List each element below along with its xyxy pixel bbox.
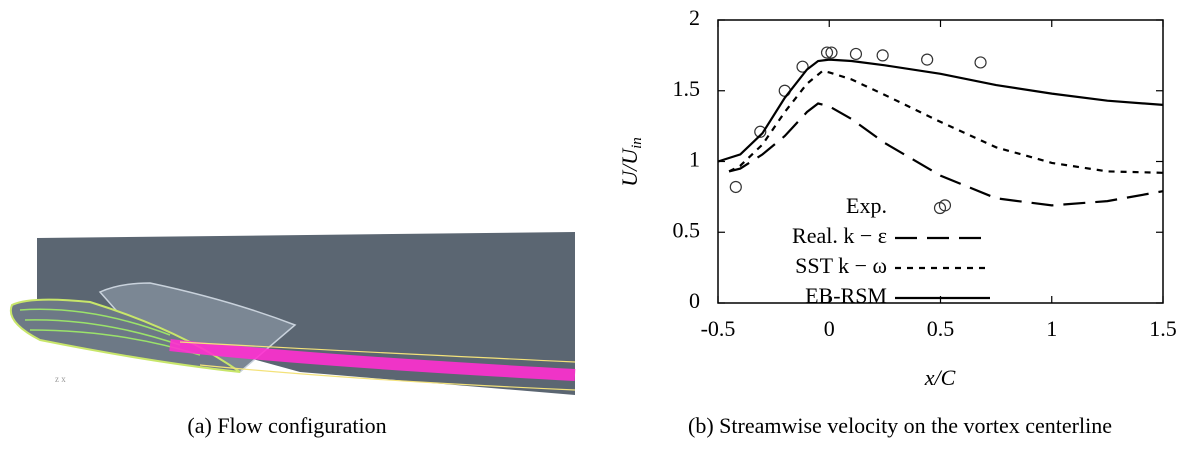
caption: (b) Streamwise velocity on the vortex ce…: [688, 413, 1112, 438]
x-tick-label: 0: [824, 316, 835, 341]
series-line: [718, 60, 1163, 162]
x-tick-label: 0.5: [927, 316, 955, 341]
y-tick-label: 0: [689, 288, 700, 313]
x-axis-label: x/C: [924, 365, 956, 390]
x-tick-label: 1.5: [1149, 316, 1177, 341]
x-tick-label: 1: [1046, 316, 1057, 341]
exp-marker: [877, 50, 888, 61]
x-tick-label: -0.5: [701, 316, 736, 341]
y-axis-label-sub: in: [629, 137, 645, 149]
legend-label: SST k − ω: [795, 253, 887, 278]
exp-marker: [850, 48, 861, 59]
legend-label: Real. k − ε: [792, 223, 887, 248]
y-tick-label: 1.5: [673, 76, 701, 101]
legend-label: Exp.: [846, 193, 887, 218]
legend-label: EB-RSM: [805, 283, 887, 308]
svg-text:z x: z x: [55, 374, 66, 384]
flow-render: z x: [11, 232, 575, 395]
y-axis-label-main: U/U: [617, 147, 642, 187]
series-line: [729, 104, 1163, 206]
y-tick-label: 2: [689, 5, 700, 30]
y-axis-label: U/Uin: [617, 137, 645, 187]
caption: (a) Flow configuration: [187, 413, 386, 438]
y-tick-label: 1: [689, 147, 700, 172]
y-tick-label: 0.5: [673, 217, 701, 242]
plot-frame: [718, 20, 1163, 303]
exp-marker: [975, 57, 986, 68]
figure: z x (a) Flow configuration (b) Streamwis…: [0, 0, 1194, 450]
exp-marker: [922, 54, 933, 65]
exp-marker: [730, 181, 741, 192]
